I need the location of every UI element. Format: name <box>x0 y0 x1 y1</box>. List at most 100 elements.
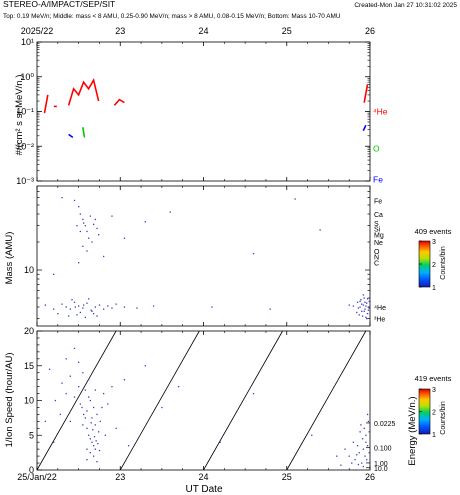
speed-event-dot <box>81 406 83 409</box>
speed-event-dot <box>161 406 163 409</box>
speed-events-count: 419 events <box>415 374 452 383</box>
mass-event-dot <box>294 198 296 200</box>
mass-event-dot <box>152 305 155 307</box>
mass-event-dot <box>269 308 271 310</box>
speed-event-dot <box>368 452 370 454</box>
mass-event-dot <box>79 230 81 233</box>
mass-event-dot <box>91 241 93 243</box>
speed-event-dot <box>107 403 109 405</box>
top-x-tick-labels: 23 24 25 26 <box>115 26 375 36</box>
mass-event-dot <box>364 301 366 303</box>
bottom-x-tick-label: 25 <box>282 472 292 482</box>
speed-event-dot <box>368 431 370 433</box>
speed-event-dot <box>89 438 91 440</box>
speed-event-dot <box>252 392 255 395</box>
mass-event-dot <box>90 309 92 311</box>
dispersion-line <box>203 330 283 471</box>
bottom-x-tick-label: 24 <box>198 472 208 482</box>
speed-event-dot <box>144 365 146 367</box>
flux-series-line <box>68 133 74 139</box>
colorbar-tick-label: 2 <box>432 410 436 417</box>
mass-event-dot <box>366 298 369 300</box>
mass-event-dot <box>82 245 84 247</box>
speed-colorbar: 3 2 1 <box>418 387 436 439</box>
speed-event-dot <box>69 375 71 377</box>
mass-event-dot <box>366 302 368 304</box>
mass-panel-frame <box>36 185 371 327</box>
speed-ylabel: 1/Ion Speed (hour/AU) <box>4 352 15 447</box>
mass-event-dot <box>78 262 80 264</box>
o-legend-label: O <box>373 144 380 154</box>
speed-event-dot <box>115 427 117 429</box>
top-date-label: 2025/22 <box>21 26 54 36</box>
mass-event-dot <box>44 304 47 306</box>
speed-event-dot <box>365 434 367 436</box>
mass-event-dot <box>86 230 88 233</box>
bottom-x-tick-label: 23 <box>115 472 125 482</box>
speed-event-dot <box>89 452 91 454</box>
figure-title: STEREO-A/IMPACT/SEP/SIT <box>3 0 115 9</box>
mass-event-dot <box>107 305 109 307</box>
speed-event-dot <box>53 441 55 443</box>
energy-axis-label: Energy (MeV/n.) <box>407 396 418 465</box>
species-label: ⁴He <box>374 305 386 312</box>
speed-event-dot <box>86 410 88 412</box>
mass-event-dot <box>363 297 365 299</box>
species-label: Ca <box>374 212 383 219</box>
speed-colorbar-label: Counts/bin <box>440 401 447 435</box>
colorbar-tick-label: 3 <box>432 239 436 246</box>
mass-event-dot <box>82 307 84 309</box>
mass-event-dot <box>73 301 76 303</box>
speed-event-dot <box>65 358 67 360</box>
speed-event-dot <box>98 431 100 433</box>
speed-event-dot <box>123 379 126 381</box>
speed-event-dot <box>94 424 96 426</box>
speed-event-dot <box>362 465 365 468</box>
mass-event-dot <box>144 221 146 223</box>
flux-series-line <box>43 94 49 114</box>
mass-event-dot <box>53 308 55 310</box>
mass-events-count: 409 events <box>415 227 452 236</box>
mass-event-dot <box>111 215 113 217</box>
colorbar-tick-label: 1 <box>432 432 436 439</box>
species-label: Si <box>374 226 381 233</box>
colorbar-tick-label: 3 <box>432 387 436 394</box>
mass-ylabel: Mass (AMU) <box>4 232 15 285</box>
flux-ylabel: #/(cm² s sr MeV/n.) <box>14 75 25 156</box>
speed-event-dot <box>97 442 99 445</box>
mass-event-dot <box>136 307 138 309</box>
speed-event-dot <box>366 413 369 416</box>
mass-event-dot <box>57 312 59 315</box>
speed-event-dot <box>59 413 62 416</box>
species-label: Fe <box>374 198 382 205</box>
speed-event-dot <box>93 406 95 409</box>
speed-event-dot <box>84 389 86 391</box>
mass-event-dot <box>76 225 78 227</box>
speed-event-dot <box>366 445 369 447</box>
figure-subtitle: Top: 0.19 MeV/n; Middle: mass < 8 AMU, 0… <box>3 13 341 20</box>
speed-event-dot <box>93 445 95 447</box>
top-x-tick-label: 23 <box>115 26 125 36</box>
x-axis-title: UT Date <box>185 484 222 495</box>
mass-event-dot <box>365 305 367 307</box>
speed-event-dot <box>103 392 105 395</box>
mass-colorbar-label: Counts/bin <box>440 246 447 280</box>
mass-event-dot <box>78 305 80 307</box>
mass-event-dot <box>359 300 361 303</box>
mass-event-dot <box>368 300 370 303</box>
mass-event-dot <box>65 306 67 308</box>
mass-event-dot <box>367 309 370 311</box>
speed-event-dot <box>73 396 76 398</box>
mass-event-dot <box>103 255 105 258</box>
mass-event-dot <box>83 304 85 306</box>
mass-event-dot <box>359 306 361 308</box>
speed-event-dot <box>86 448 88 450</box>
flux-y-tick-label: 10¹ <box>21 37 34 47</box>
speed-y-tick-label: 15 <box>24 361 34 371</box>
speed-event-dot <box>78 386 80 388</box>
mass-event-dot <box>115 303 117 305</box>
mass-event-dot <box>93 223 95 225</box>
speed-event-dot <box>360 424 362 426</box>
